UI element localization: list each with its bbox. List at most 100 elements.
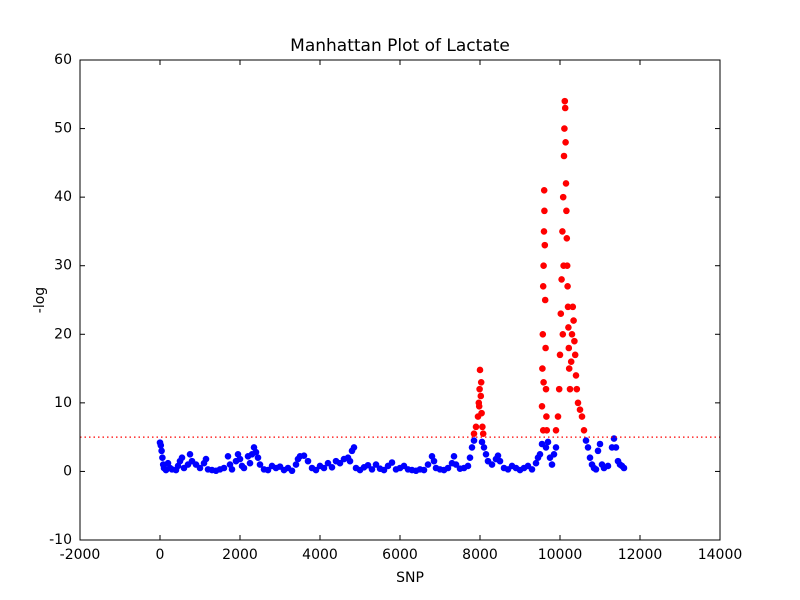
point [540,262,547,270]
point [480,444,488,451]
point [592,466,600,473]
point [254,454,262,462]
point [252,448,260,456]
point [372,461,380,468]
point [555,385,563,393]
point [220,464,228,472]
y-tick-label: -10 [49,532,72,548]
point [561,97,569,105]
x-axis-label: SNP [396,570,424,586]
point [186,450,194,458]
point [540,228,548,235]
point [542,444,550,451]
point [552,426,560,434]
point [578,413,586,420]
y-tick-label: 0 [63,463,72,479]
point [568,330,576,338]
point [476,366,484,374]
point [157,442,165,449]
point [476,385,483,393]
point [368,466,376,473]
point [558,276,565,283]
point [574,399,582,407]
point [292,461,300,468]
point [541,296,549,304]
point [563,207,570,215]
point [571,337,578,345]
point [482,450,490,458]
point [554,413,562,420]
point [542,344,549,352]
point [539,282,547,290]
point [380,466,388,474]
point [450,453,458,460]
point [566,385,574,393]
y-tick-label: 60 [54,52,72,68]
x-tick-label: 4000 [302,547,338,563]
point [494,452,502,459]
point [559,228,566,235]
point [430,457,438,465]
point [475,402,483,410]
point [288,467,296,475]
point [196,464,204,472]
point [550,450,558,458]
point [532,459,540,467]
point [559,330,567,338]
point [470,437,478,444]
point [542,385,550,393]
point [496,457,504,465]
point [468,444,476,451]
point [539,426,547,434]
point [594,447,602,455]
x-tick-label: 14000 [698,547,743,563]
point [420,466,428,474]
point [565,344,573,352]
point [477,392,485,400]
point [539,365,546,372]
point [346,457,354,465]
point [236,455,244,463]
point [320,464,328,472]
point [478,409,485,417]
point [620,464,628,472]
point [565,324,572,331]
y-axis-label: -log [32,287,48,313]
point [541,241,549,249]
x-tick-label: 2000 [222,547,258,563]
y-tick-label: 50 [54,121,72,137]
point [224,453,232,460]
plot-frame [79,59,721,541]
point [573,385,581,393]
point [312,466,320,474]
point [548,461,556,468]
point [560,262,567,270]
x-tick-label: -2000 [60,547,101,563]
point [567,358,575,366]
point [364,461,372,469]
x-tick-label: 10000 [538,547,583,563]
point [582,437,590,444]
point [556,351,564,359]
point [478,438,486,446]
chart-title: Manhattan Plot of Lactate [290,36,510,56]
point [562,138,569,146]
point [300,452,308,459]
point [444,464,452,472]
point [569,303,577,311]
point [470,430,478,438]
point [324,459,332,467]
point [540,378,547,386]
point [477,378,485,386]
point [563,234,571,242]
point [576,406,584,414]
point [612,444,620,451]
point [464,462,472,470]
x-tick-label: 8000 [462,547,498,563]
point [479,430,487,438]
point [536,450,544,458]
point [560,152,568,160]
point [596,440,604,448]
x-tick-label: 6000 [382,547,418,563]
